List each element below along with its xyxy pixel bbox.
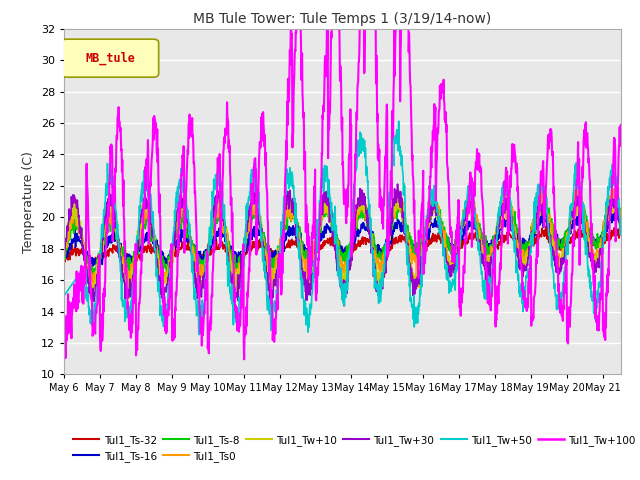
Text: MB_tule: MB_tule [85,51,135,65]
FancyBboxPatch shape [61,39,159,77]
Title: MB Tule Tower: Tule Temps 1 (3/19/14-now): MB Tule Tower: Tule Temps 1 (3/19/14-now… [193,12,492,26]
Y-axis label: Temperature (C): Temperature (C) [22,151,35,252]
Legend: Tul1_Ts-32, Tul1_Ts-16, Tul1_Ts-8, Tul1_Ts0, Tul1_Tw+10, Tul1_Tw+30, Tul1_Tw+50,: Tul1_Ts-32, Tul1_Ts-16, Tul1_Ts-8, Tul1_… [69,431,639,466]
